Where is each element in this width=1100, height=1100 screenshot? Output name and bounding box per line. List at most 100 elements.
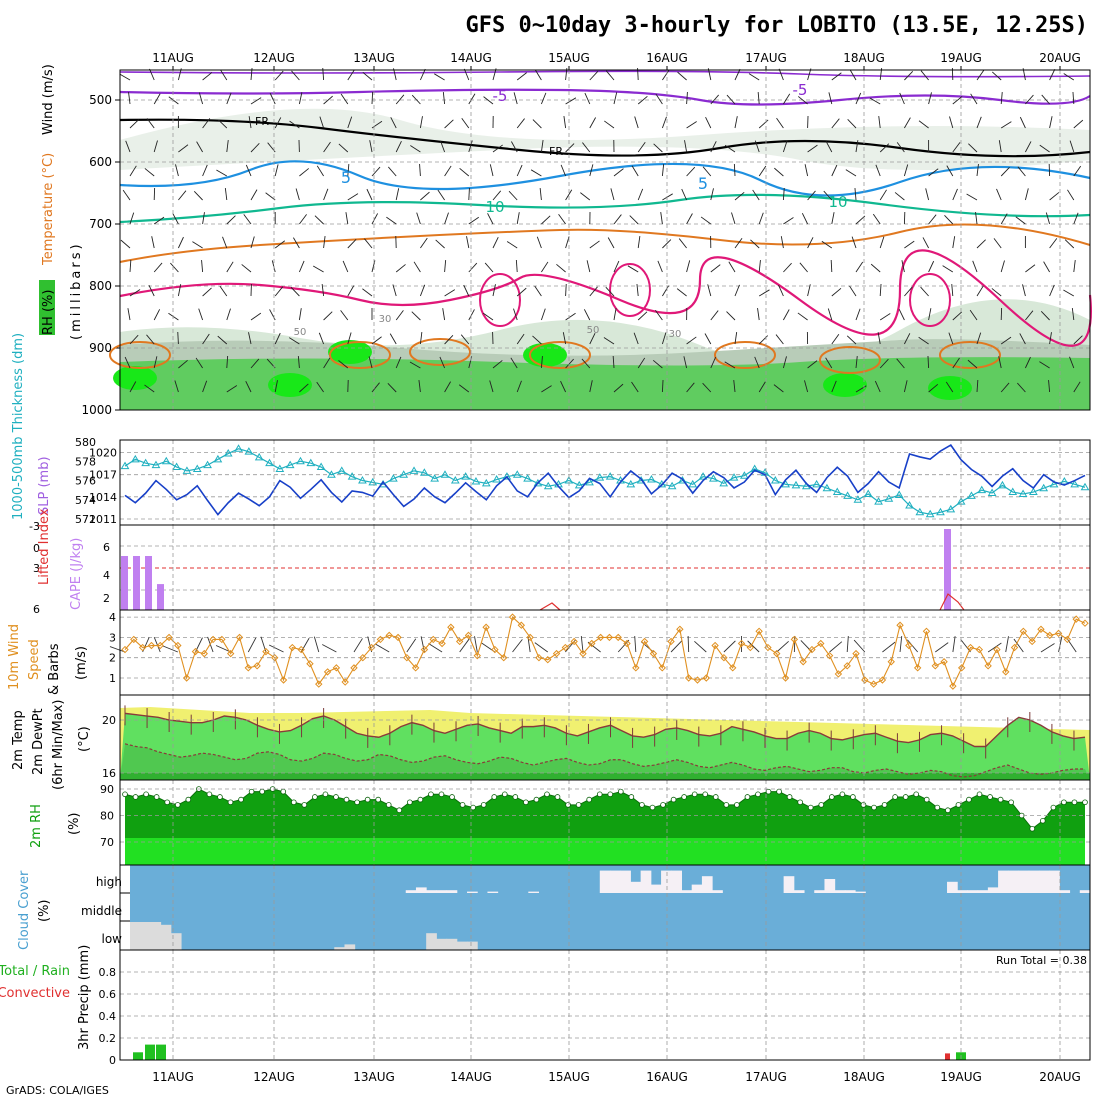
wind-barb <box>390 117 397 129</box>
surface-wind-barb <box>747 640 760 653</box>
surface-wind-barb <box>580 636 584 653</box>
wind-barb <box>323 311 333 321</box>
wind-barb <box>589 164 594 177</box>
rh2m-marker <box>280 788 287 795</box>
wind-speed-marker <box>1010 643 1019 652</box>
rh-low-band <box>125 838 1085 865</box>
wind-barb <box>757 92 760 105</box>
rh2m-marker <box>533 796 540 803</box>
cloud-high-bar <box>630 881 642 893</box>
thick-tick-3: 578 <box>75 455 96 468</box>
rh2m-marker <box>786 794 793 800</box>
wind-barb <box>216 169 228 177</box>
wind-barb <box>409 361 421 369</box>
wind-speed-marker <box>746 643 755 652</box>
wind-barb <box>945 381 954 393</box>
wind-speed-marker <box>975 645 984 654</box>
wind-speed-marker <box>1054 629 1063 638</box>
wind-barb <box>1073 335 1083 345</box>
wind-barb <box>918 120 929 129</box>
wind-barb <box>825 357 833 369</box>
wind-barb <box>129 119 139 129</box>
wind-speed-marker <box>852 649 860 658</box>
contour-15-cell-0 <box>109 341 171 369</box>
wind-speed-marker <box>200 649 208 658</box>
wind-barb <box>804 164 809 177</box>
wind-barb <box>371 336 382 345</box>
label-rh30-b: 30 <box>669 329 682 340</box>
cloud-layer-middle: middle <box>81 904 122 918</box>
wind-barb <box>613 383 624 393</box>
surface-wind-barb <box>313 636 320 653</box>
wind-barb <box>170 262 179 273</box>
surface-wind-barb <box>247 637 257 653</box>
rh2m-marker <box>586 796 592 803</box>
rh2m-marker <box>976 791 983 798</box>
wind-barb <box>513 92 518 105</box>
date-label-top-1: 12AUG <box>253 51 295 65</box>
wind-barb <box>420 237 428 249</box>
wind-barb <box>975 212 978 225</box>
surface-wind-barb <box>1040 643 1055 653</box>
rh2m-marker <box>966 796 972 803</box>
wind-barb <box>944 215 954 225</box>
rh2m-marker <box>670 796 677 803</box>
wind-barb <box>582 142 591 153</box>
wind-barb <box>831 72 842 81</box>
wind-barb <box>898 309 905 321</box>
wind-speed-marker <box>896 621 904 629</box>
chart-title: GFS 0~10day 3-hourly for LOBITO (13.5E, … <box>465 13 1088 38</box>
wind-barb <box>217 335 228 345</box>
wind-barb <box>636 284 639 297</box>
rh2m-marker <box>544 791 550 798</box>
wind-barb <box>1045 212 1051 225</box>
wind-barb <box>752 189 760 201</box>
cape-bar-3 <box>157 584 164 610</box>
wind-barb <box>510 357 518 369</box>
thickness-marker <box>626 479 636 488</box>
cloud-high-bar <box>610 870 621 893</box>
wind-barb <box>369 140 373 153</box>
wind-barb <box>129 212 135 225</box>
precip-tick-3: 0.6 <box>99 988 117 1001</box>
surface-wind-barb <box>459 638 470 653</box>
rh2m-marker <box>480 802 487 808</box>
wind-barb <box>347 116 353 129</box>
wind-barb <box>920 286 929 297</box>
wind-barb <box>413 261 421 273</box>
wind-barb <box>613 214 622 225</box>
wind-barb <box>948 332 954 345</box>
wind-barb <box>783 93 791 105</box>
cloud-unit-label: (%) <box>37 900 52 923</box>
wind-barb <box>144 168 155 177</box>
wind-barb <box>807 237 814 249</box>
surface-wind-barb <box>353 638 363 653</box>
wind-barb <box>274 164 279 177</box>
label-fr-a: FR <box>255 115 269 128</box>
rh2m-marker <box>575 802 582 808</box>
rh2m-marker <box>913 791 920 798</box>
temp-bottom-band <box>120 773 1090 780</box>
wind-barb <box>970 93 978 105</box>
wind-barb <box>748 73 760 81</box>
wind-speed-marker <box>940 658 948 666</box>
wind-speed-marker <box>1028 637 1036 646</box>
wind-labels: 10m Wind Speed & Barbs (m/s) <box>7 624 89 695</box>
wind-barb <box>946 165 954 177</box>
wind-barb <box>492 284 496 297</box>
cape-bar-4 <box>944 529 951 610</box>
wind-barb <box>565 189 573 201</box>
wind-barb <box>586 260 591 273</box>
wind-barb <box>1024 188 1029 201</box>
rh2m-marker <box>185 796 192 803</box>
wind-barb <box>734 238 743 249</box>
wind-label-2: Speed <box>27 639 42 680</box>
wind-barb <box>119 73 131 81</box>
label-fr-b: FR <box>549 145 563 158</box>
wind-barb <box>269 92 276 105</box>
thickness-marker <box>636 476 646 484</box>
wind-barb <box>928 168 939 177</box>
rh2m-marker <box>470 804 476 811</box>
cloud-high-bar <box>998 870 1009 893</box>
wind-barb <box>854 188 857 201</box>
